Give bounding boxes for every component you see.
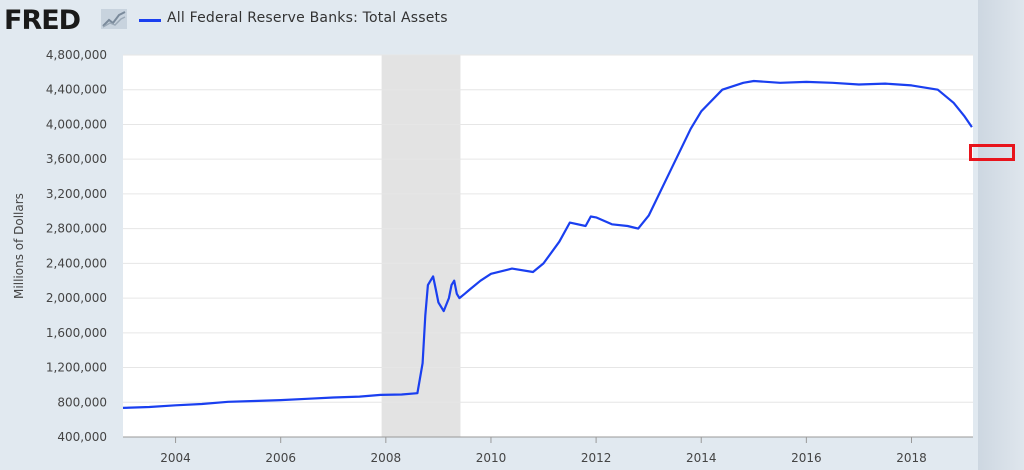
y-tick-label: 4,800,000 [46, 48, 107, 62]
legend-label[interactable]: All Federal Reserve Banks: Total Assets [167, 10, 448, 26]
x-tick-label: 2018 [896, 451, 927, 465]
x-tick-label: 2006 [265, 451, 296, 465]
y-tick-label: 2,800,000 [46, 222, 107, 236]
scroll-strip [978, 0, 1024, 470]
y-tick-label: 4,400,000 [46, 83, 107, 97]
fred-logo[interactable]: FRED [4, 5, 81, 36]
y-tick-label: 800,000 [57, 395, 107, 409]
y-axis-label: Millions of Dollars [12, 193, 26, 299]
plot-background [123, 55, 973, 437]
y-tick-label: 3,600,000 [46, 152, 107, 166]
y-tick-label: 3,200,000 [46, 187, 107, 201]
x-tick-label: 2016 [791, 451, 822, 465]
y-tick-label: 1,600,000 [46, 326, 107, 340]
x-tick-label: 2014 [686, 451, 717, 465]
x-tick-label: 2012 [581, 451, 612, 465]
y-tick-label: 2,000,000 [46, 291, 107, 305]
y-tick-label: 2,400,000 [46, 256, 107, 270]
x-tick-label: 2008 [371, 451, 402, 465]
y-axis: 400,000 800,000 1,200,000 1,600,000 2,000,00… [46, 48, 107, 444]
legend-swatch [139, 19, 161, 22]
x-axis: 2004 2006 2008 2010 2012 2014 2016 2018 [123, 436, 973, 465]
recession-shading-layer [381, 55, 461, 437]
y-tick-label: 400,000 [57, 430, 107, 444]
x-tick-label: 2004 [160, 451, 191, 465]
annotation-box [969, 144, 1015, 161]
chart-header: FRED All Federal Reserve Banks: Total As… [0, 0, 1024, 40]
y-tick-label: 4,000,000 [46, 117, 107, 131]
y-tick-label: 1,200,000 [46, 361, 107, 375]
series-line [122, 79, 973, 409]
fred-chart-icon [101, 9, 127, 29]
recession-band [381, 55, 461, 437]
x-tick-label: 2010 [476, 451, 507, 465]
